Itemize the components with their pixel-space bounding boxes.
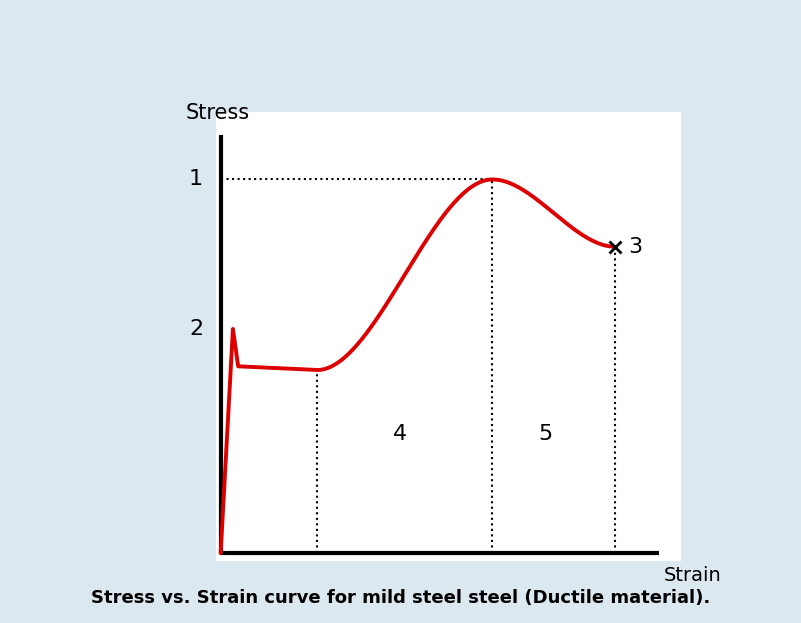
Text: Stress vs. Strain curve for mild steel steel (Ductile material).: Stress vs. Strain curve for mild steel s… — [91, 589, 710, 607]
Text: Stress: Stress — [186, 103, 250, 123]
Text: Strain: Strain — [663, 566, 721, 585]
Text: 5: 5 — [537, 424, 552, 444]
Text: 1: 1 — [189, 169, 203, 189]
Text: 2: 2 — [189, 319, 203, 339]
Text: 3: 3 — [628, 237, 642, 257]
Text: 4: 4 — [393, 424, 408, 444]
